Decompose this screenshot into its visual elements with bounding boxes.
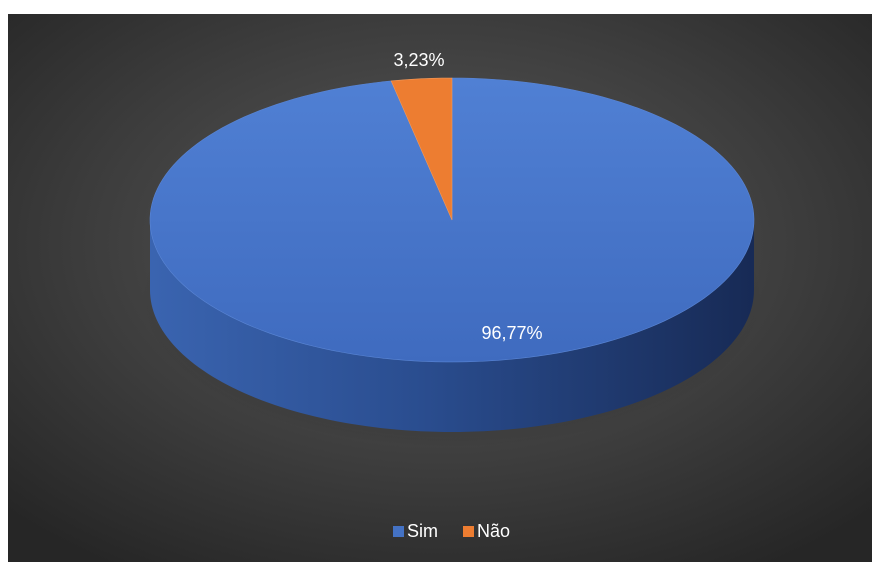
legend-label-nao: Não xyxy=(477,521,510,541)
data-label-sim: 96,77% xyxy=(481,323,542,343)
legend-swatch-nao xyxy=(463,526,474,537)
slice-sim-side xyxy=(150,220,754,432)
legend-swatch-sim xyxy=(393,526,404,537)
legend-label-sim: Sim xyxy=(407,521,438,541)
data-label-nao: 3,23% xyxy=(393,50,444,70)
slice-nao xyxy=(390,77,453,221)
